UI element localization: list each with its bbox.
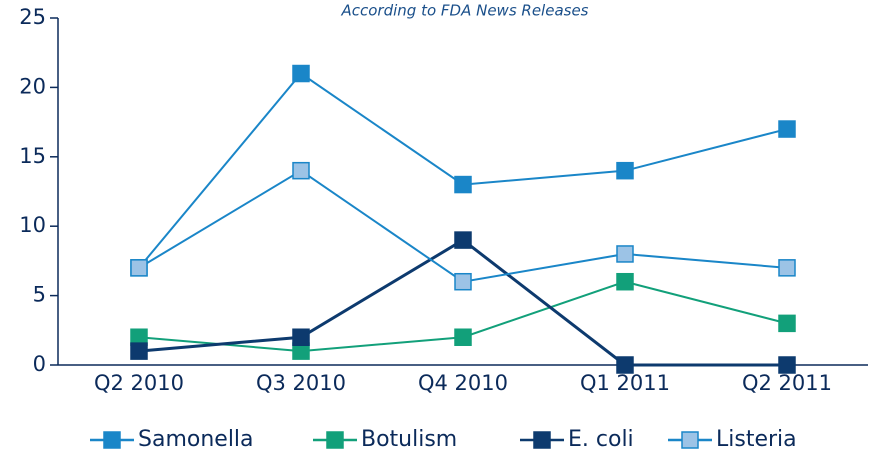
data-point [778, 314, 796, 333]
data-point [454, 175, 472, 194]
data-point [778, 259, 796, 277]
x-tick-label: Q2 2011 [742, 371, 832, 395]
data-point [454, 231, 472, 249]
x-tick-label: Q2 2010 [94, 371, 184, 395]
data-point [778, 120, 796, 138]
y-tick-label: 20 [19, 74, 46, 98]
x-tick-label: Q4 2010 [418, 371, 508, 395]
data-point [454, 272, 472, 291]
data-point [130, 259, 148, 277]
data-point [292, 64, 310, 83]
legend-label: Listeria [716, 427, 797, 452]
data-point [454, 328, 472, 346]
legend-marker [533, 431, 551, 449]
legend-marker [681, 431, 699, 449]
data-point [616, 356, 634, 374]
y-tick-label: 0 [33, 352, 46, 376]
data-point [616, 272, 634, 291]
data-point [292, 328, 310, 346]
y-tick-label: 25 [19, 5, 46, 29]
data-point [616, 245, 634, 263]
legend-label: E. coli [568, 427, 634, 452]
y-tick-label: 15 [19, 144, 46, 168]
legend-label: Botulism [361, 427, 457, 452]
y-tick-label: 5 [33, 283, 46, 307]
data-point [778, 356, 796, 374]
x-tick-label: Q3 2010 [256, 371, 346, 395]
y-tick-label: 10 [19, 213, 46, 237]
x-tick-label: Q1 2011 [580, 371, 670, 395]
legend-label: Samonella [138, 427, 254, 452]
chart-subtitle: According to FDA News Releases [340, 2, 588, 20]
legend-marker [326, 431, 344, 449]
data-point [292, 161, 310, 180]
data-point [130, 342, 148, 360]
legend-marker [103, 431, 121, 449]
data-point [616, 161, 634, 180]
